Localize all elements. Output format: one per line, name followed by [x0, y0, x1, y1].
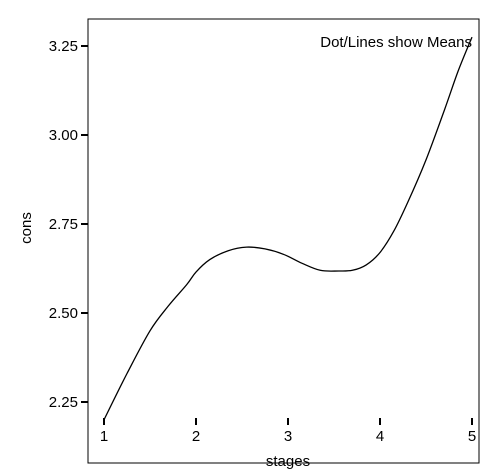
y-axis-title: cons	[18, 212, 35, 244]
chart-annotation: Dot/Lines show Means	[320, 34, 472, 51]
y-axis: 2.25 2.50 2.75 3.00 3.25	[49, 38, 88, 411]
x-axis: 1 2 3 4 5	[100, 418, 476, 445]
series-line-0	[103, 36, 473, 421]
x-tick-label: 3	[284, 428, 292, 445]
x-tick-label: 2	[192, 428, 200, 445]
y-tick-label: 3.00	[49, 127, 78, 144]
x-tick-label: 1	[100, 428, 108, 445]
x-axis-title: stages	[266, 453, 310, 470]
y-tick-label: 2.50	[49, 305, 78, 322]
x-tick-label: 4	[376, 428, 384, 445]
y-tick-label: 3.25	[49, 38, 78, 55]
plot-frame	[87, 18, 480, 464]
x-tick-label: 5	[468, 428, 476, 445]
y-tick-label: 2.25	[49, 394, 78, 411]
y-tick-label: 2.75	[49, 216, 78, 233]
series-layer	[103, 36, 473, 421]
